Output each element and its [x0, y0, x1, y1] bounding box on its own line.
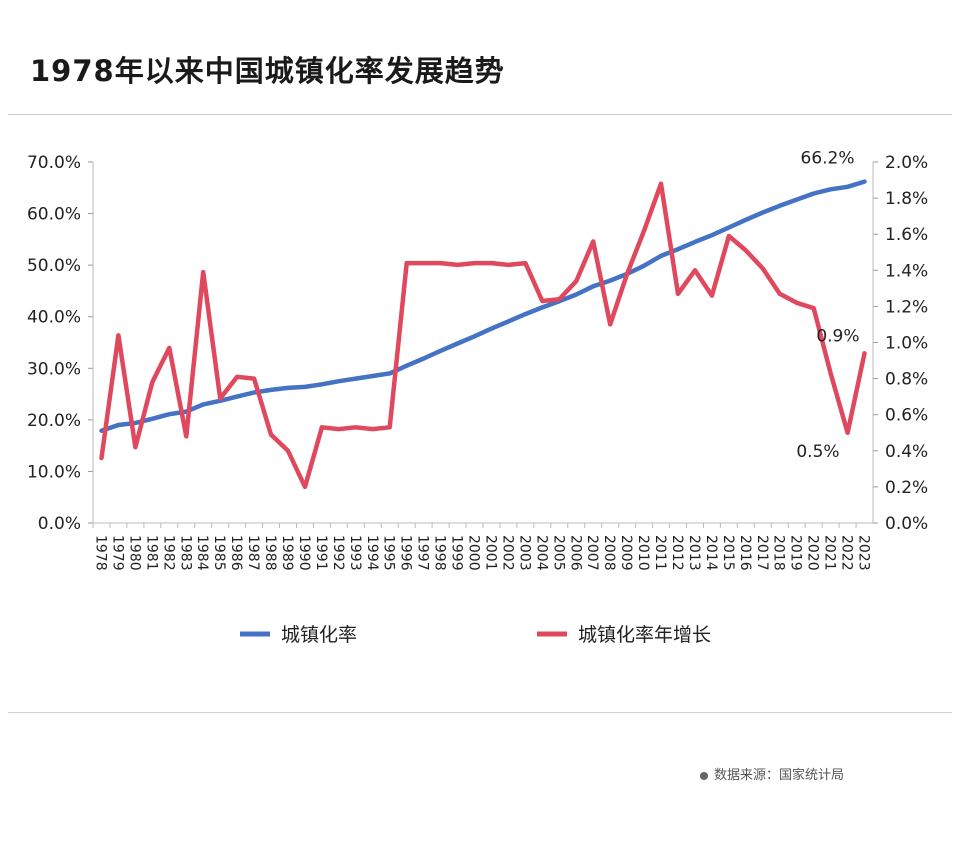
- x-tick-label: 2006: [567, 535, 583, 571]
- y-right-tick-label: 1.2%: [885, 297, 928, 317]
- x-tick-label: 2002: [499, 535, 515, 571]
- x-axis: 1978 1979 1980 1981 1982 1983 1984 1985 1986 1987…: [92, 523, 872, 571]
- x-tick-label: 1981: [143, 535, 159, 571]
- x-tick-label: 2009: [618, 535, 634, 571]
- x-tick-label: 2010: [635, 535, 651, 571]
- chart-plot: 0.0%10.0%20.0%30.0%40.0%50.0%60.0%70.0% …: [27, 149, 928, 646]
- x-tick-label: 2020: [805, 535, 821, 571]
- x-tick-label: 2023: [856, 535, 872, 571]
- source-note: 数据来源：国家统计局: [700, 764, 844, 783]
- x-tick-label: 1982: [160, 535, 176, 571]
- x-tick-label: 2016: [737, 535, 753, 571]
- x-tick-label: 1978: [92, 535, 108, 571]
- x-tick-label: 2011: [652, 535, 668, 571]
- chart-title: 1978年以来中国城镇化率发展趋势: [30, 54, 505, 88]
- data-labels: 66.2% 0.9% 0.5%: [796, 149, 859, 462]
- x-tick-label: 1991: [313, 535, 329, 571]
- bullet-dot-icon: [700, 771, 708, 780]
- data-label: 66.2%: [801, 149, 855, 169]
- y-right-tick-label: 0.8%: [885, 370, 928, 390]
- y-right-tick-label: 1.0%: [885, 334, 928, 354]
- y-right-tick-label: 2.0%: [885, 153, 928, 173]
- x-tick-label: 1999: [449, 535, 465, 571]
- y-right-tick-label: 0.6%: [885, 406, 928, 426]
- y-right-tick-label: 1.8%: [885, 189, 928, 209]
- x-tick-label: 2004: [533, 535, 549, 571]
- data-label: 0.5%: [796, 442, 839, 462]
- x-tick-label: 1990: [296, 535, 312, 571]
- source-text: 数据来源：国家统计局: [714, 768, 845, 783]
- series-line-annual-growth: [99, 181, 867, 490]
- x-tick-label: 1979: [109, 535, 125, 571]
- y-right-axis: 0.0% 0.2% 0.4% 0.6% 0.8% 1.0% 1.2% 1.4% 1.6% 1.8%…: [873, 153, 928, 534]
- y-right-tick-label: 0.2%: [885, 478, 928, 498]
- x-tick-label: 1998: [432, 535, 448, 571]
- x-tick-label: 1994: [364, 535, 380, 571]
- legend-label-urbanization-rate: 城镇化率: [281, 624, 357, 646]
- x-tick-label: 1984: [194, 535, 210, 571]
- y-left-tick-label: 50.0%: [27, 256, 81, 276]
- x-tick-label: 2007: [584, 535, 600, 571]
- y-left-tick-label: 60.0%: [27, 205, 81, 225]
- x-tick-label: 2000: [466, 535, 482, 571]
- x-tick-label: 2015: [720, 535, 736, 571]
- y-left-tick-label: 10.0%: [27, 462, 81, 482]
- x-tick-label: 2003: [516, 535, 532, 571]
- x-tick-label: 1980: [126, 535, 142, 571]
- x-tick-label: 2018: [771, 535, 787, 571]
- data-label: 0.9%: [816, 326, 859, 346]
- x-tick-label: 2013: [686, 535, 702, 571]
- x-tick-label: 2017: [754, 535, 770, 571]
- y-right-tick-label: 1.6%: [885, 225, 928, 245]
- y-left-tick-label: 30.0%: [27, 359, 81, 379]
- bottom-divider: [8, 712, 952, 713]
- top-divider: [8, 114, 952, 115]
- y-left-tick-label: 70.0%: [27, 153, 81, 173]
- x-tick-label: 1989: [279, 535, 295, 571]
- x-tick-label: 1997: [415, 535, 431, 571]
- y-right-tick-label: 0.4%: [885, 442, 928, 462]
- y-left-tick-label: 0.0%: [38, 514, 81, 534]
- x-tick-label: 2021: [822, 535, 838, 571]
- x-tick-label: 1993: [347, 535, 363, 571]
- x-tick-label: 1987: [245, 535, 261, 571]
- x-tick-label: 2019: [788, 535, 804, 571]
- x-tick-label: 1986: [228, 535, 244, 571]
- legend-label-annual-growth: 城镇化率年增长: [578, 624, 711, 646]
- x-tick-label: 1992: [330, 535, 346, 571]
- y-right-tick-label: 0.0%: [885, 514, 928, 534]
- x-tick-label: 1995: [381, 535, 397, 571]
- y-left-tick-label: 40.0%: [27, 308, 81, 328]
- x-tick-label: 1985: [211, 535, 227, 571]
- x-tick-label: 2012: [669, 535, 685, 571]
- x-tick-label: 2022: [839, 535, 855, 571]
- x-tick-label: 2005: [550, 535, 566, 571]
- legend: 城镇化率 城镇化率年增长: [240, 624, 711, 646]
- x-tick-label: 2014: [703, 535, 719, 571]
- x-tick-label: 1988: [262, 535, 278, 571]
- y-left-axis: 0.0% 10.0% 20.0% 30.0% 40.0% 50.0% 60.0% 70.0%: [27, 153, 93, 534]
- x-tick-label: 2001: [482, 535, 498, 571]
- y-left-tick-label: 20.0%: [27, 411, 81, 431]
- series-line-urbanization-rate: [99, 179, 867, 433]
- x-tick-label: 1983: [177, 535, 193, 571]
- y-right-tick-label: 1.4%: [885, 261, 928, 281]
- x-tick-label: 2008: [601, 535, 617, 571]
- x-tick-label: 1996: [398, 535, 414, 571]
